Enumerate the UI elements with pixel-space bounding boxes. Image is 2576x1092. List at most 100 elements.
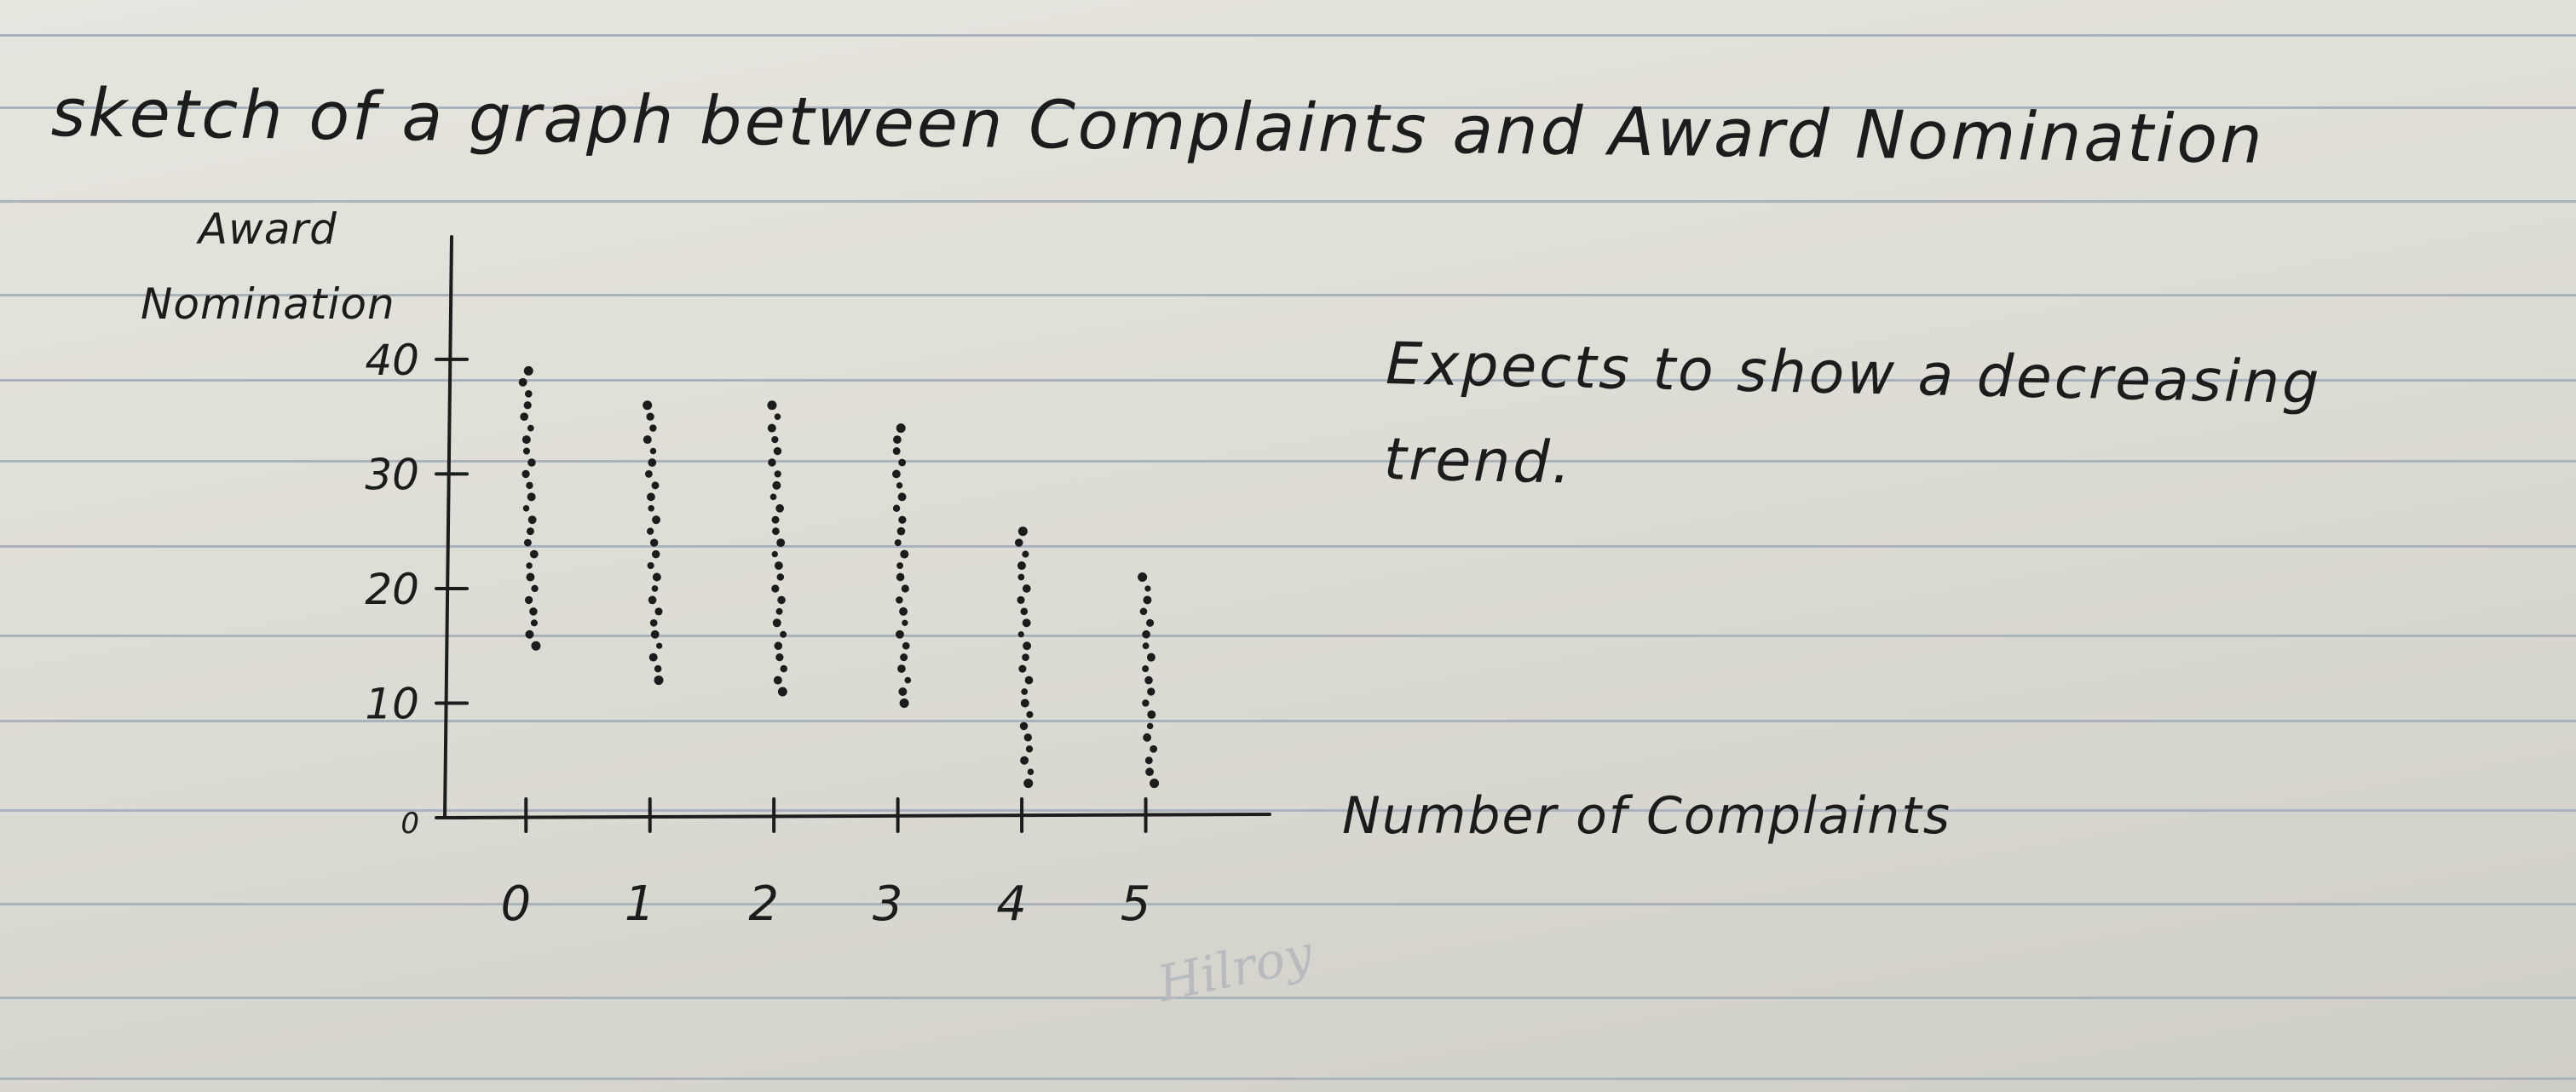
data-point — [900, 653, 908, 662]
data-point — [649, 538, 659, 547]
data-point — [649, 424, 657, 432]
data-point — [780, 664, 788, 673]
data-point — [767, 423, 776, 433]
data-point — [771, 550, 778, 558]
x-tick-label: 4 — [996, 876, 1027, 932]
data-point — [525, 629, 534, 639]
data-point — [773, 675, 782, 685]
data-point — [892, 447, 901, 456]
data-point — [1146, 652, 1155, 662]
x-tick-label: 3 — [873, 876, 903, 932]
data-point — [772, 618, 781, 628]
data-point — [644, 470, 653, 478]
data-point — [1144, 585, 1151, 592]
data-point — [901, 584, 909, 593]
data-point — [769, 493, 777, 501]
data-point — [523, 401, 532, 410]
data-point — [774, 641, 783, 651]
data-point — [1025, 745, 1034, 753]
data-point — [526, 527, 534, 536]
data-point — [647, 492, 655, 502]
data-point — [1024, 675, 1034, 685]
data-point — [1014, 538, 1023, 547]
ruled-line — [0, 545, 2576, 548]
data-point — [654, 675, 664, 686]
data-point — [775, 503, 785, 513]
data-point — [1022, 618, 1031, 628]
data-point — [898, 458, 907, 467]
data-point — [1022, 653, 1029, 661]
data-point — [894, 539, 902, 547]
data-point — [1145, 767, 1154, 777]
data-point — [771, 584, 780, 593]
data-point — [904, 676, 912, 684]
data-point — [896, 423, 906, 434]
data-point — [656, 642, 663, 649]
data-point — [522, 505, 530, 512]
data-point — [896, 572, 905, 582]
data-point — [772, 527, 780, 536]
data-point — [520, 412, 529, 422]
data-point — [774, 470, 781, 478]
data-point — [1022, 550, 1029, 558]
data-point — [776, 573, 785, 581]
data-point — [1017, 595, 1025, 604]
data-point — [647, 561, 654, 570]
data-point — [892, 504, 901, 513]
data-point — [768, 458, 776, 467]
data-point — [1146, 722, 1154, 730]
data-point — [651, 481, 660, 490]
data-point — [1017, 573, 1025, 581]
ruled-line — [0, 460, 2576, 463]
y-axis-label-line: Award — [198, 204, 337, 254]
data-point — [522, 447, 531, 455]
data-point — [775, 607, 783, 615]
data-point — [1139, 607, 1148, 616]
data-point — [1142, 665, 1150, 673]
data-point — [776, 538, 786, 548]
data-point — [902, 619, 908, 626]
data-point — [777, 595, 786, 605]
data-point — [1017, 526, 1028, 537]
data-point — [529, 607, 538, 616]
data-point — [523, 365, 533, 376]
data-point — [1017, 631, 1024, 638]
data-point — [648, 652, 658, 662]
data-point — [529, 549, 539, 559]
data-point — [530, 619, 538, 627]
data-point — [777, 687, 787, 697]
ruled-line — [0, 635, 2576, 637]
y-tick-label: 30 — [365, 450, 419, 499]
data-point — [524, 389, 533, 398]
annotation-note: Expects to show a decreasing trend. — [1383, 317, 2323, 527]
data-point — [1022, 584, 1031, 593]
data-point — [1020, 698, 1029, 708]
data-point — [900, 549, 909, 559]
data-point — [897, 492, 907, 502]
data-point — [651, 585, 659, 592]
data-point — [647, 527, 654, 535]
data-point — [775, 653, 784, 662]
x-tick-label: 0 — [500, 876, 531, 932]
data-point — [772, 480, 781, 490]
y-tick-label: 20 — [365, 565, 419, 614]
data-point — [527, 492, 536, 502]
data-point — [526, 572, 535, 582]
data-point — [648, 458, 657, 467]
data-point — [1142, 699, 1150, 707]
x-axis-line — [443, 813, 1271, 819]
ruled-line — [0, 809, 2576, 812]
ruled-line — [0, 997, 2576, 999]
data-point — [648, 595, 657, 605]
data-point — [773, 446, 782, 456]
x-tick-label: 5 — [1121, 876, 1151, 932]
data-point — [1142, 642, 1150, 650]
data-point — [522, 469, 530, 479]
data-point — [899, 606, 908, 616]
ruled-line — [0, 294, 2576, 296]
data-point — [892, 469, 901, 479]
data-point — [897, 664, 906, 673]
x-tick-label: 1 — [625, 876, 655, 932]
data-point — [771, 435, 779, 444]
data-point — [1142, 629, 1150, 639]
